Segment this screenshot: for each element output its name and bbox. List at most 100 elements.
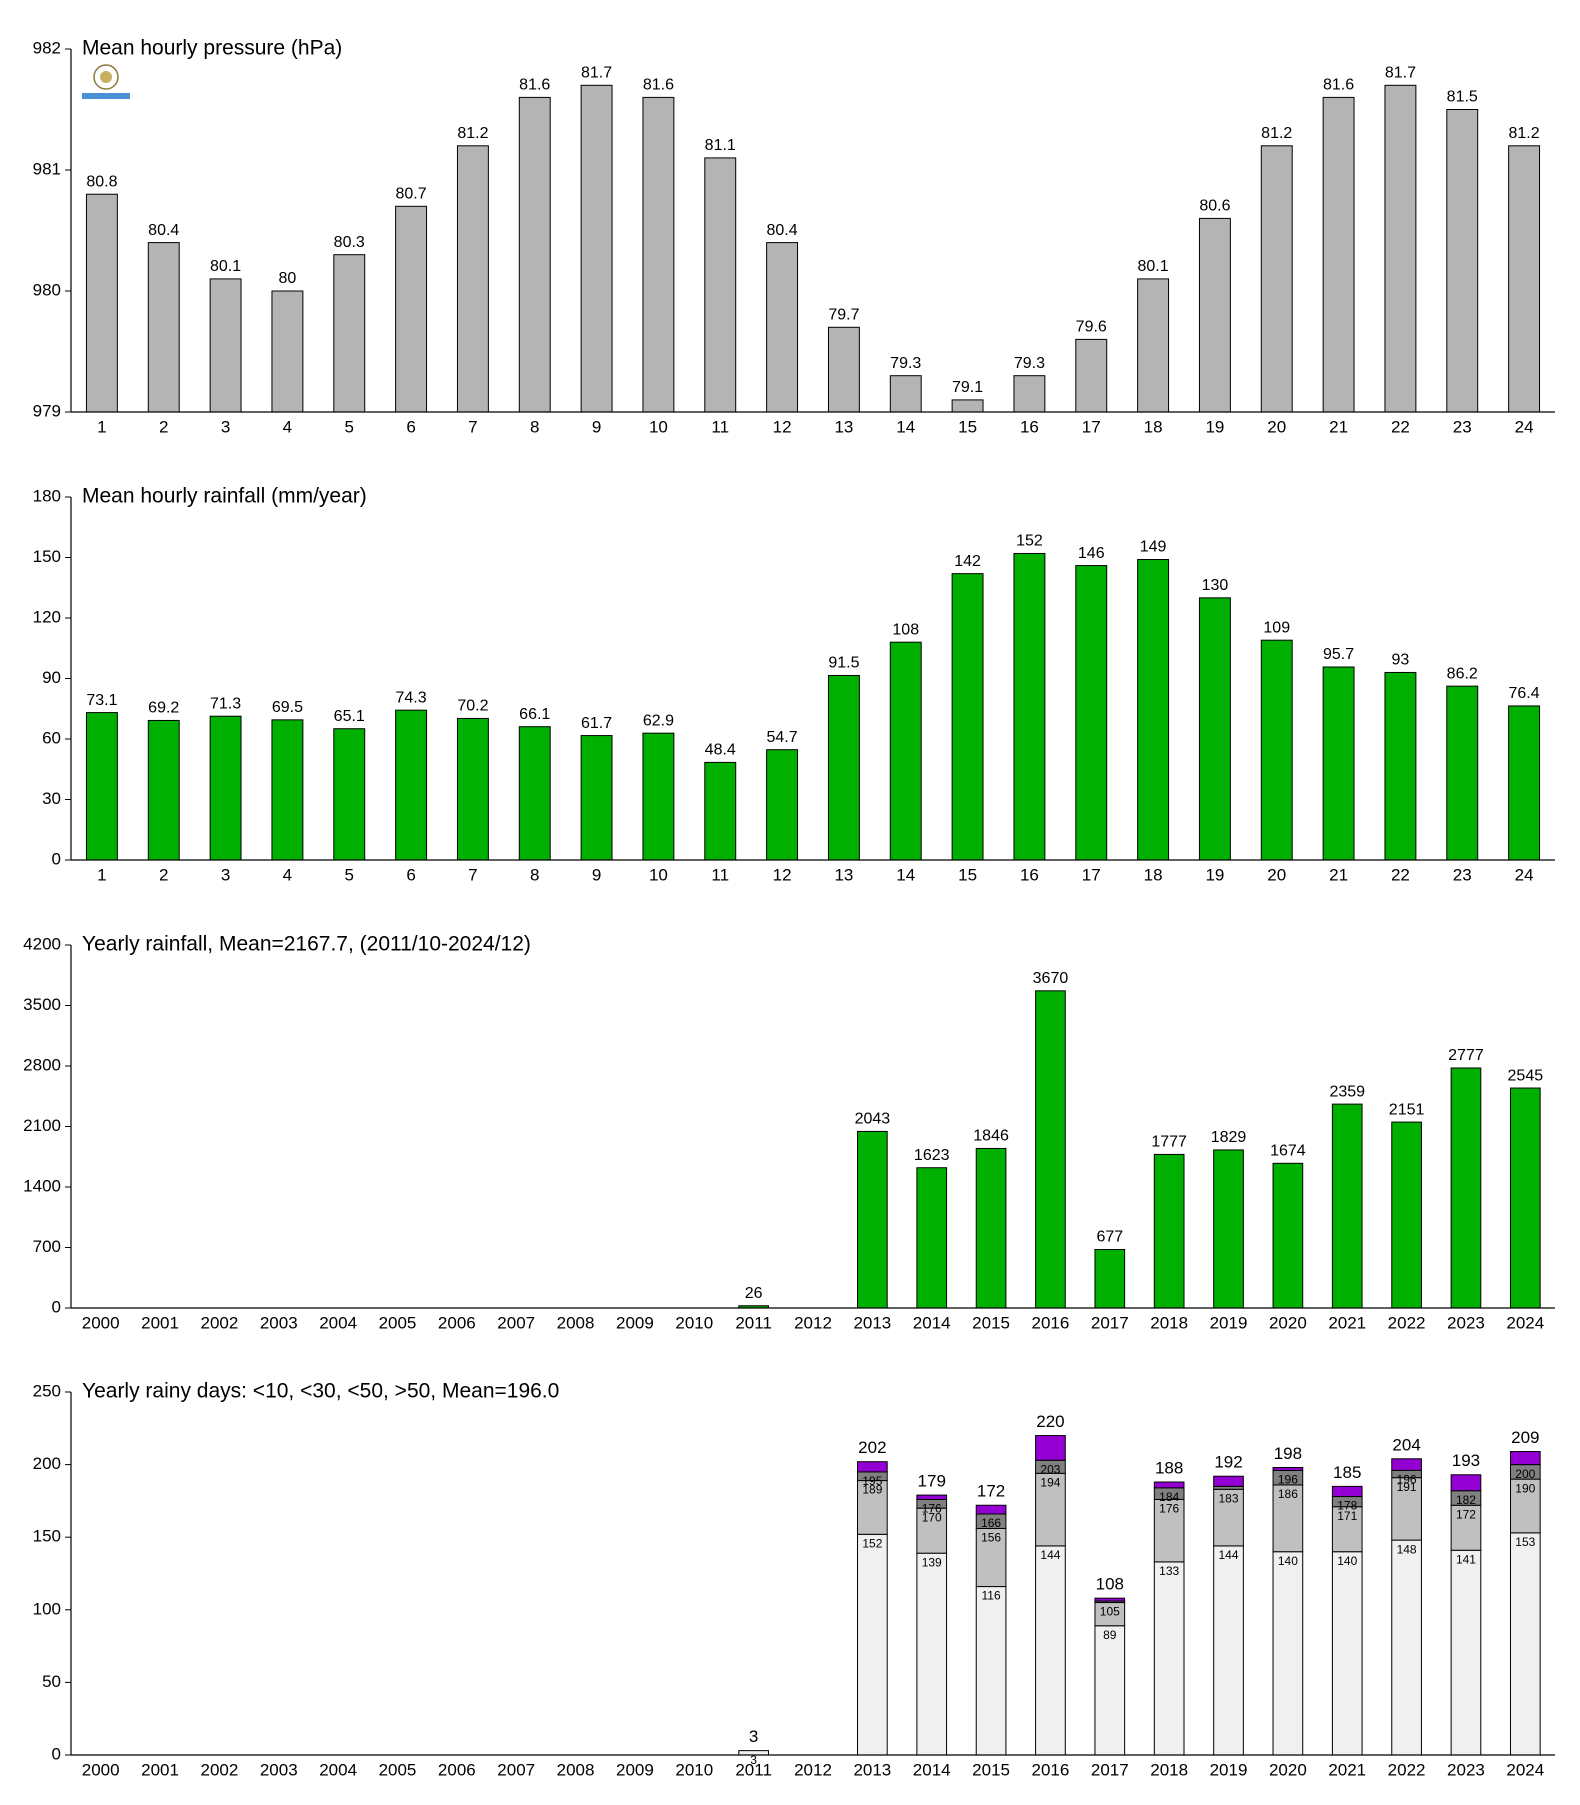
value-label: 183 [1219,1491,1239,1505]
x-tick-label: 7 [468,417,477,436]
x-tick-label: 17 [1082,417,1101,436]
y-tick-label: 120 [33,607,61,626]
value-label: 86.2 [1447,665,1478,682]
bar [1331,1103,1363,1309]
value-label: 80.6 [1199,198,1230,215]
y-tick-label: 30 [42,789,61,808]
x-tick-label: 4 [283,865,292,884]
value-label: 80.7 [396,186,427,203]
bar [1153,1153,1185,1309]
x-tick-label: 2008 [557,1313,595,1332]
value-label: 130 [1202,577,1229,594]
x-tick-label: 2001 [141,1313,179,1332]
bar-segment [975,1504,1007,1515]
value-label: 2359 [1329,1083,1365,1100]
chart-title: Mean hourly rainfall (mm/year) [82,485,367,508]
value-label: 140 [1278,1554,1298,1568]
value-label: 81.6 [643,77,674,94]
y-tick-label: 60 [42,728,61,747]
value-label: 152 [1016,533,1043,550]
x-tick-label: 2023 [1447,1313,1485,1332]
x-tick-label: 2003 [260,1760,298,1779]
x-tick-label: 21 [1329,865,1348,884]
bar-segment [1391,1539,1422,1756]
bar-segment [1213,1488,1244,1547]
bar [889,375,922,413]
x-tick-label: 9 [592,865,601,884]
value-label: 195 [862,1474,882,1488]
bar [827,674,860,861]
bar-segment [1035,1435,1066,1461]
x-tick-label: 8 [530,417,539,436]
bar [951,573,984,861]
bar [1075,565,1108,861]
value-label: 95.7 [1323,646,1354,663]
y-tick-label: 250 [33,1381,61,1400]
x-tick-label: 2009 [616,1760,654,1779]
x-tick-label: 3 [221,865,230,884]
x-tick-label: 15 [958,417,977,436]
bar-segment [1450,1474,1482,1492]
value-label: 182 [1456,1493,1476,1507]
value-label: 2043 [855,1111,891,1128]
x-tick-label: 2004 [319,1313,357,1332]
bar-segment [1450,1504,1482,1551]
bar-segment [857,1533,888,1756]
bar-segment [1272,1551,1304,1756]
value-label: 156 [981,1531,1001,1545]
value-label: 184 [1159,1490,1179,1504]
bar [1137,559,1170,861]
bar-segment [1391,1477,1422,1541]
x-tick-label: 11 [711,865,729,884]
bar [1322,96,1355,413]
bar [395,709,428,861]
value-label: 153 [1515,1535,1535,1549]
x-tick-label: 1 [97,417,106,436]
x-tick-label: 2017 [1091,1313,1129,1332]
bar-segment [1094,1625,1126,1756]
x-tick-label: 2 [159,417,168,436]
x-tick-label: 2016 [1032,1760,1070,1779]
bar [1137,278,1170,413]
value-label: 3 [749,1727,758,1746]
value-label: 144 [1040,1548,1060,1562]
y-tick-label: 0 [52,1744,61,1763]
x-tick-label: 10 [649,417,668,436]
value-label: 220 [1036,1412,1064,1431]
y-tick-label: 4200 [23,934,61,953]
bar [1384,671,1417,861]
x-tick-label: 2023 [1447,1760,1485,1779]
x-tick-label: 2024 [1506,1313,1544,1332]
bar-segment [857,1480,888,1535]
y-tick-label: 979 [33,401,61,420]
value-label: 203 [1040,1462,1060,1476]
bar-segment [1391,1458,1422,1471]
bar-segment [857,1461,888,1473]
chart-title: Yearly rainfall, Mean=2167.7, (2011/10-2… [82,933,531,956]
y-tick-label: 180 [33,486,61,505]
y-tick-label: 3500 [23,995,61,1014]
bar-segment [916,1507,948,1554]
value-label: 48.4 [705,742,736,759]
x-tick-label: 5 [345,865,354,884]
value-label: 198 [1274,1444,1302,1463]
y-tick-label: 200 [33,1454,61,1473]
value-label: 65.1 [334,708,365,725]
value-label: 76.4 [1509,685,1540,702]
bar [857,1130,888,1309]
value-label: 1829 [1211,1129,1247,1146]
bar [518,726,551,861]
y-tick-label: 982 [33,38,61,57]
bar-segment [916,1494,948,1500]
x-tick-label: 2011 [735,1760,772,1779]
bar [333,254,366,413]
bar [1446,685,1479,861]
x-tick-label: 2022 [1388,1760,1426,1779]
bar [889,641,922,861]
x-tick-label: 2007 [497,1760,535,1779]
x-tick-label: 21 [1329,417,1348,436]
bar [766,749,799,861]
bar [1094,1248,1126,1309]
bar [704,761,737,861]
